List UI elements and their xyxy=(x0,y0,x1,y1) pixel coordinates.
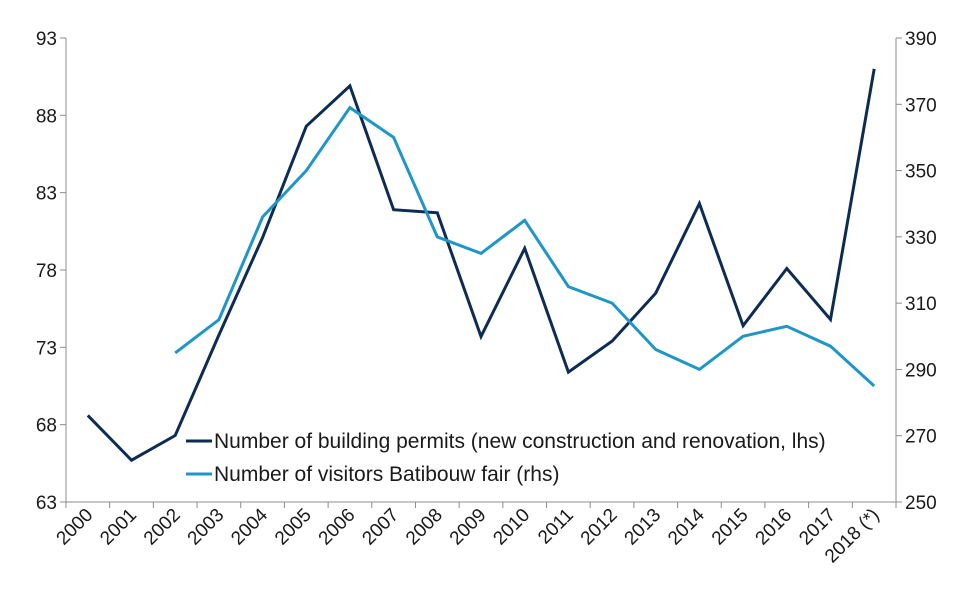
right-axis-tick-label: 290 xyxy=(905,360,937,381)
tick-labels: 63 68 73 78 83 88 93 250 270 290 310 330 350 370 390 20… xyxy=(36,29,937,567)
series-line-1 xyxy=(86,68,876,463)
x-axis-tick-label: 2012 xyxy=(577,505,622,550)
left-axis-tick-label: 68 xyxy=(36,416,57,437)
x-axis-tick-label: 2002 xyxy=(140,505,185,550)
right-axis-tick-label: 270 xyxy=(905,427,937,448)
legend-label-2: Number of visitors Batibouw fair (rhs) xyxy=(214,463,559,486)
x-axis-tick-label: 2000 xyxy=(53,505,98,550)
right-axis-tick-label: 310 xyxy=(905,294,937,315)
x-axis-tick-label: 2007 xyxy=(358,505,403,550)
x-axis-tick-label: 2004 xyxy=(227,504,272,549)
x-axis-tick-label: 2009 xyxy=(446,505,491,550)
axes xyxy=(60,37,902,508)
x-axis-tick-label: 2008 xyxy=(402,505,447,550)
x-axis-tick-label: 2010 xyxy=(489,505,534,550)
left-axis-tick-label: 73 xyxy=(36,338,57,359)
right-axis-tick-label: 350 xyxy=(905,162,937,183)
x-axis-tick-label: 2015 xyxy=(708,505,753,550)
right-axis-tick-label: 390 xyxy=(905,29,937,50)
x-axis-tick-label: 2005 xyxy=(271,505,316,550)
x-axis-tick-label: 2006 xyxy=(315,505,360,550)
x-axis-tick-label: 2003 xyxy=(184,505,229,550)
x-axis-tick-label: 2013 xyxy=(621,505,666,550)
right-axis-tick-label: 330 xyxy=(905,228,937,249)
x-axis-tick-label: 2011 xyxy=(534,505,578,549)
legend: Number of building permits (new construc… xyxy=(186,430,826,486)
x-axis-tick-label: 2016 xyxy=(752,505,797,550)
legend-label-1: Number of building permits (new construc… xyxy=(214,430,826,453)
left-axis-tick-label: 93 xyxy=(36,29,57,50)
left-axis-tick-label: 83 xyxy=(36,184,57,205)
left-axis-tick-label: 78 xyxy=(36,261,57,282)
series-line-2 xyxy=(174,105,876,388)
left-axis-tick-label: 63 xyxy=(36,493,57,514)
x-axis-tick-label: 2001 xyxy=(96,505,141,550)
x-axis-tick-label: 2014 xyxy=(664,504,709,549)
right-axis-tick-label: 370 xyxy=(905,95,937,116)
left-axis-tick-label: 88 xyxy=(36,106,57,127)
right-axis-tick-label: 250 xyxy=(905,493,937,514)
series-lines xyxy=(86,68,876,463)
